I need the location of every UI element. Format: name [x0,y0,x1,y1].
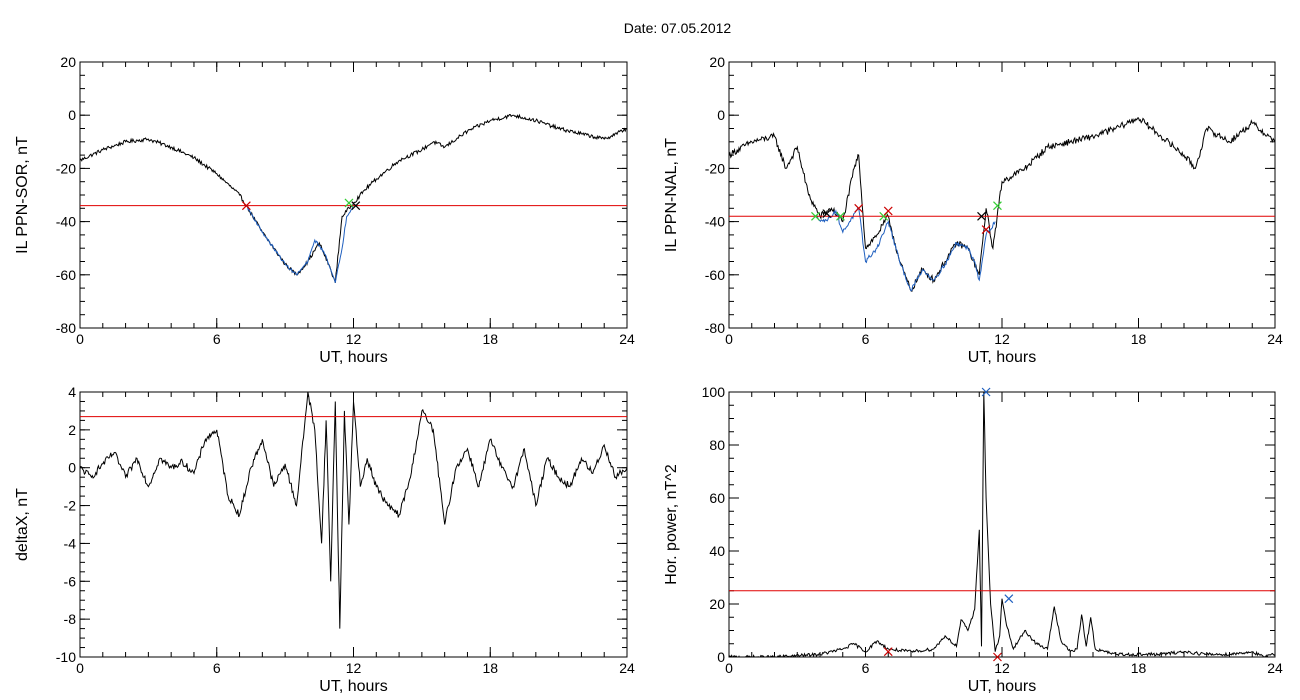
event-marker [351,201,361,211]
x-tick-label: 0 [725,660,733,676]
x-tick-label: 6 [213,331,221,347]
event-marker [836,211,845,221]
y-tick-label: 0 [68,460,76,476]
y-tick-label: 60 [709,490,725,506]
y-tick-label: 20 [709,54,725,70]
x-tick-label: 6 [213,660,221,676]
event-marker [811,211,820,221]
x-tick-label: 18 [1131,660,1147,676]
series-line-0 [80,392,627,629]
event-marker [981,387,991,397]
event-marker [854,203,864,213]
y-axis-label: IL PPN-NAL, nT [663,138,680,252]
x-tick-label: 0 [725,331,733,347]
y-tick-label: 2 [68,422,76,438]
event-marker [822,209,832,219]
y-tick-label: -40 [56,214,76,230]
page-title: Date: 07.05.2012 [623,20,732,36]
y-tick-label: -4 [64,535,77,551]
y-tick-label: -10 [56,649,76,665]
y-tick-label: 20 [709,596,725,612]
y-axis-label: IL PPN-SOR, nT [14,136,31,254]
y-axis-label: Hor. power, nT^2 [663,464,680,585]
series-line-1 [246,205,354,283]
event-marker [993,652,1002,662]
x-axis-label: UT, hours [968,349,1036,366]
x-tick-label: 18 [1131,331,1147,347]
y-tick-label: -80 [56,320,76,336]
y-tick-label: 20 [60,54,76,70]
y-tick-label: -60 [705,267,725,283]
y-tick-label: 0 [717,107,725,123]
chart-sor: 0 6 12 18 24 -80 -60 -40 -20 0 20 UT, hours IL PPN-S… [14,54,635,366]
y-tick-label: 80 [709,437,725,453]
x-axis-label: UT, hours [319,349,387,366]
x-tick-label: 12 [994,660,1010,676]
x-tick-label: 12 [346,660,362,676]
plot-frame [728,61,1276,329]
y-tick-label: -2 [64,498,77,514]
y-tick-label: 0 [717,649,725,665]
y-tick-label: 100 [702,384,726,400]
x-tick-label: 24 [1267,660,1283,676]
series-line-1 [815,206,996,292]
x-tick-label: 12 [346,331,362,347]
y-tick-label: 40 [709,543,725,559]
plot-frame [728,391,1276,658]
y-tick-label: -20 [56,160,76,176]
x-axis-label: UT, hours [968,678,1036,695]
y-tick-label: -40 [705,214,725,230]
series-line-0 [729,117,1275,293]
chart-nal: 0 6 12 18 24 -80 -60 -40 -20 0 20 UT, hours IL PPN-N… [663,54,1283,366]
x-tick-label: 24 [619,660,635,676]
x-tick-label: 24 [619,331,635,347]
plot-frame [79,61,628,329]
plot-frame [79,391,628,658]
x-tick-label: 18 [482,660,498,676]
event-marker [344,198,354,208]
x-tick-label: 18 [482,331,498,347]
event-marker [241,201,251,211]
x-tick-label: 0 [76,660,84,676]
y-tick-label: -8 [64,611,77,627]
event-marker [977,211,986,221]
y-tick-label: -80 [705,320,725,336]
event-marker [883,206,893,216]
x-tick-label: 12 [994,331,1010,347]
event-marker [981,225,991,235]
event-marker [1004,594,1014,604]
x-axis-label: UT, hours [319,678,387,695]
event-marker [993,201,1002,211]
event-marker [883,647,893,657]
x-tick-label: 0 [76,331,84,347]
x-tick-label: 6 [862,660,870,676]
series-line-0 [729,392,1275,657]
y-tick-label: 0 [68,107,76,123]
y-tick-label: -20 [705,160,725,176]
series-line-0 [80,113,627,283]
x-tick-label: 6 [862,331,870,347]
x-tick-label: 24 [1267,331,1283,347]
y-tick-label: -6 [64,573,77,589]
y-tick-label: 4 [68,384,76,400]
y-tick-label: -60 [56,267,76,283]
chart-power: 0 6 12 18 24 0 20 40 60 80 100 UT, hours Hor. power,… [663,384,1283,695]
y-axis-label: deltaX, nT [14,488,31,561]
